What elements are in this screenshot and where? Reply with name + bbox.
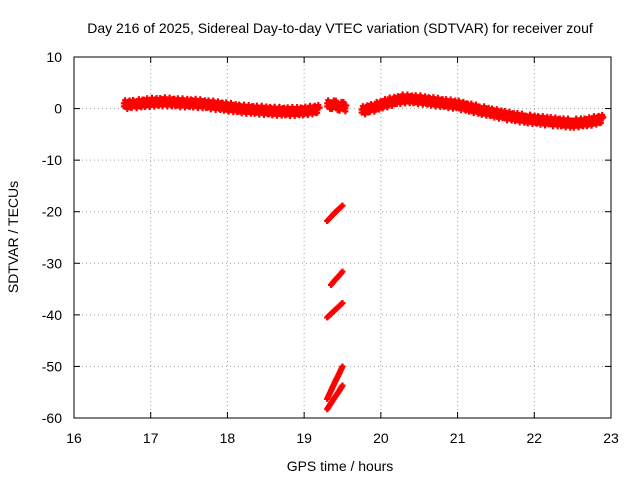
data-point <box>384 104 391 111</box>
y-tick-label: -30 <box>42 255 62 271</box>
data-point <box>593 121 600 128</box>
chart-title: Day 216 of 2025, Sidereal Day-to-day VTE… <box>87 20 593 36</box>
y-tick-label: -60 <box>42 410 62 426</box>
x-tick-label: 23 <box>603 430 619 446</box>
data-point <box>339 202 346 209</box>
data-point <box>339 382 346 389</box>
data-point <box>362 111 369 118</box>
x-tick-label: 16 <box>66 430 82 446</box>
data-point <box>597 119 604 126</box>
y-tick-label: 0 <box>54 101 62 117</box>
x-tick-label: 17 <box>143 430 159 446</box>
data-point <box>342 108 349 115</box>
data-point <box>339 363 346 370</box>
data-point <box>575 124 582 131</box>
data-point <box>371 108 378 115</box>
y-tick-label: -10 <box>42 152 62 168</box>
data-point <box>309 111 316 118</box>
data-point <box>588 122 595 129</box>
data-point <box>376 106 383 113</box>
x-tick-label: 20 <box>373 430 389 446</box>
x-tick-label: 18 <box>220 430 236 446</box>
data-point <box>339 268 346 275</box>
data-points <box>120 91 607 413</box>
y-tick-label: -50 <box>42 358 62 374</box>
plot-frame <box>73 56 612 419</box>
y-tick-label: 10 <box>46 49 62 65</box>
x-tick-label: 22 <box>526 430 542 446</box>
x-tick-label: 21 <box>450 430 466 446</box>
data-point <box>600 114 607 121</box>
data-point <box>343 102 350 109</box>
data-point <box>389 102 396 109</box>
data-point <box>316 104 323 111</box>
y-axis-label: SDTVAR / TECUs <box>5 181 21 293</box>
data-point <box>542 122 549 129</box>
y-tick-labels: 10 0 -10 -20 -30 -40 -50 -60 <box>42 49 62 426</box>
data-point <box>339 299 346 306</box>
data-point <box>314 109 321 116</box>
x-axis-label: GPS time / hours <box>287 458 394 474</box>
y-tick-label: -40 <box>42 307 62 323</box>
y-tick-label: -20 <box>42 204 62 220</box>
x-tick-label: 19 <box>296 430 312 446</box>
x-tick-labels: 16 17 18 19 20 21 22 23 <box>66 430 619 446</box>
